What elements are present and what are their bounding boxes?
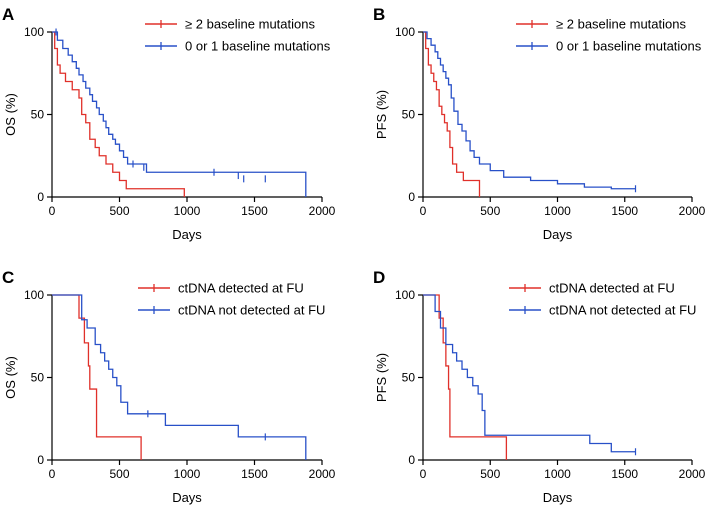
x-tick-label: 1000 [544, 204, 571, 218]
panel-letter: A [2, 5, 14, 24]
km-curve-red [423, 31, 481, 197]
x-tick-label: 0 [49, 204, 56, 218]
legend-label: ctDNA not detected at FU [178, 303, 325, 318]
y-tick-label: 100 [24, 288, 44, 302]
legend-label: ctDNA detected at FU [549, 281, 675, 296]
panel-c: C 0 500 1000 1500 2000 0 50 100 Days OS (%) ctDNA d… [2, 268, 336, 505]
x-tick-label: 1500 [611, 467, 638, 481]
x-tick-label: 2000 [309, 204, 336, 218]
km-curve-blue [52, 31, 307, 197]
x-tick-label: 500 [109, 467, 129, 481]
x-tick-label: 1500 [611, 204, 638, 218]
km-curve-blue [423, 294, 636, 453]
y-tick-label: 50 [402, 371, 416, 385]
km-curve-red [423, 294, 508, 460]
x-tick-label: 0 [49, 467, 56, 481]
x-tick-label: 1500 [241, 467, 268, 481]
y-tick-label: 50 [402, 108, 416, 122]
panel-a: A 0 500 1000 1500 2000 0 50 100 Days OS (%) ≥ 2 bas… [2, 5, 336, 242]
panel-b: B 0 500 1000 1500 2000 0 50 100 Days PFS (%) ≥ 2 ba… [373, 5, 706, 242]
panel-d: D 0 500 1000 1500 2000 0 50 100 Days PFS (%) ctDNA … [373, 268, 706, 505]
x-tick-label: 0 [420, 204, 427, 218]
legend-label: ctDNA detected at FU [178, 281, 304, 296]
km-curve-red [52, 31, 185, 197]
legend-label: 0 or 1 baseline mutations [556, 39, 702, 54]
panel-letter: B [373, 5, 385, 24]
y-tick-label: 50 [31, 371, 45, 385]
legend-label: ctDNA not detected at FU [549, 303, 696, 318]
x-tick-label: 500 [480, 204, 500, 218]
x-axis-title: Days [543, 490, 573, 505]
x-tick-label: 1000 [544, 467, 571, 481]
km-curve-blue [52, 294, 307, 460]
x-axis-title: Days [172, 227, 202, 242]
y-tick-label: 100 [395, 25, 415, 39]
x-tick-label: 500 [480, 467, 500, 481]
y-axis-title: PFS (%) [374, 90, 389, 139]
y-tick-label: 100 [395, 288, 415, 302]
x-axis-title: Days [172, 490, 202, 505]
x-tick-label: 1000 [174, 204, 201, 218]
panel-letter: D [373, 268, 385, 287]
y-tick-label: 100 [24, 25, 44, 39]
legend-label: ≥ 2 baseline mutations [556, 17, 686, 32]
legend-label: 0 or 1 baseline mutations [185, 39, 331, 54]
y-tick-label: 50 [31, 108, 45, 122]
x-tick-label: 2000 [679, 467, 706, 481]
y-tick-label: 0 [408, 453, 415, 467]
x-tick-label: 0 [420, 467, 427, 481]
y-axis-title: OS (%) [3, 356, 18, 399]
x-tick-label: 1500 [241, 204, 268, 218]
x-tick-label: 1000 [174, 467, 201, 481]
y-tick-label: 0 [37, 453, 44, 467]
km-curve-blue [423, 31, 636, 190]
y-tick-label: 0 [408, 190, 415, 204]
panel-letter: C [2, 268, 14, 287]
x-axis-title: Days [543, 227, 573, 242]
km-curve-red [52, 294, 142, 460]
legend-label: ≥ 2 baseline mutations [185, 17, 315, 32]
y-tick-label: 0 [37, 190, 44, 204]
x-tick-label: 2000 [679, 204, 706, 218]
y-axis-title: PFS (%) [374, 353, 389, 402]
x-tick-label: 500 [109, 204, 129, 218]
y-axis-title: OS (%) [3, 93, 18, 136]
x-tick-label: 2000 [309, 467, 336, 481]
